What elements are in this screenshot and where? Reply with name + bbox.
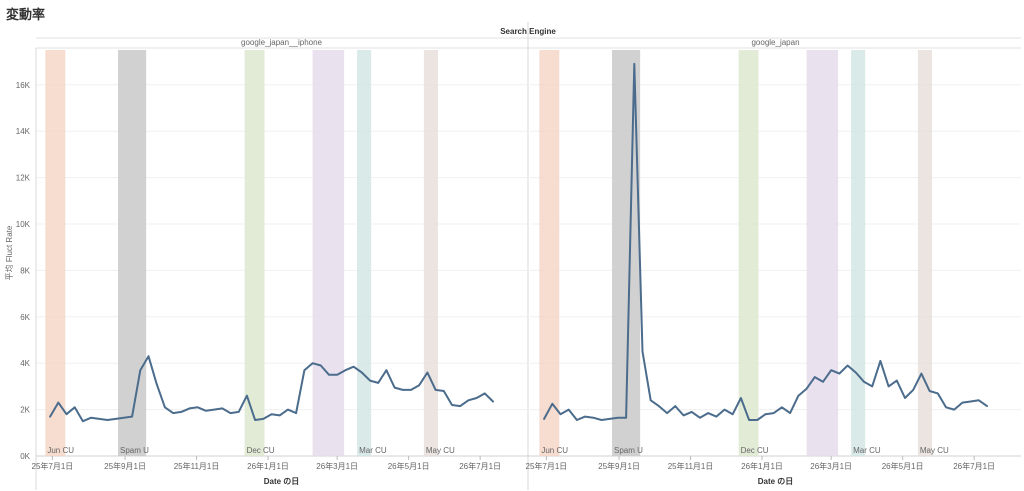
- event-band: [539, 50, 560, 456]
- y-tick-label: 8K: [20, 266, 30, 275]
- x-tick-label: 26年3月1日: [810, 461, 852, 471]
- event-band-label: Mar CU: [853, 446, 881, 455]
- y-tick-label: 10K: [16, 220, 31, 229]
- x-tick-label: 25年9月1日: [598, 461, 640, 471]
- panel-title: google_japan__iphone: [241, 38, 323, 47]
- x-tick-label: 25年7月1日: [32, 461, 74, 471]
- x-tick-label: 26年1月1日: [741, 461, 783, 471]
- x-tick-label: 25年9月1日: [104, 461, 146, 471]
- event-band-label: Spam U: [120, 446, 149, 455]
- event-band-label: Mar CU: [359, 446, 387, 455]
- series-line: [543, 62, 988, 421]
- event-band: [45, 50, 66, 456]
- event-band: [118, 50, 147, 456]
- y-tick-label: 14K: [16, 127, 31, 136]
- y-tick-label: 4K: [20, 359, 30, 368]
- event-band-label: Jun CU: [541, 446, 568, 455]
- event-band-label: Jun CU: [47, 446, 74, 455]
- x-tick-label: 26年5月1日: [882, 461, 924, 471]
- x-tick-label: 25年11月1日: [668, 461, 714, 471]
- x-tick-label: 25年7月1日: [526, 461, 568, 471]
- event-band: [851, 50, 866, 456]
- y-axis-label: 平均 Fluct Rate: [4, 225, 14, 280]
- event-band: [357, 50, 372, 456]
- x-axis-label: Date の日: [264, 477, 300, 486]
- event-band-label: Spam U: [614, 446, 643, 455]
- x-tick-label: 26年1月1日: [247, 461, 289, 471]
- event-band: [738, 50, 759, 456]
- series-line: [49, 355, 494, 423]
- event-band-label: May CU: [920, 446, 949, 455]
- x-tick-label: 25年11月1日: [174, 461, 220, 471]
- x-tick-label: 26年3月1日: [316, 461, 358, 471]
- event-band: [806, 50, 839, 456]
- x-tick-label: 26年7月1日: [953, 461, 995, 471]
- y-tick-label: 6K: [20, 313, 30, 322]
- event-band-label: May CU: [426, 446, 455, 455]
- event-band: [423, 50, 438, 456]
- y-tick-label: 16K: [16, 81, 31, 90]
- event-band-label: Dec CU: [741, 446, 769, 455]
- y-tick-label: 0K: [20, 452, 30, 461]
- x-tick-label: 26年5月1日: [388, 461, 430, 471]
- x-axis-label: Date の日: [758, 477, 794, 486]
- event-band-label: Dec CU: [247, 446, 275, 455]
- x-tick-label: 26年7月1日: [459, 461, 501, 471]
- page-title: 変動率: [6, 7, 46, 22]
- y-tick-label: 12K: [16, 174, 31, 183]
- event-band: [244, 50, 265, 456]
- event-band: [917, 50, 932, 456]
- event-band: [312, 50, 345, 456]
- panel-title: google_japan: [751, 38, 799, 47]
- y-tick-label: 2K: [20, 406, 30, 415]
